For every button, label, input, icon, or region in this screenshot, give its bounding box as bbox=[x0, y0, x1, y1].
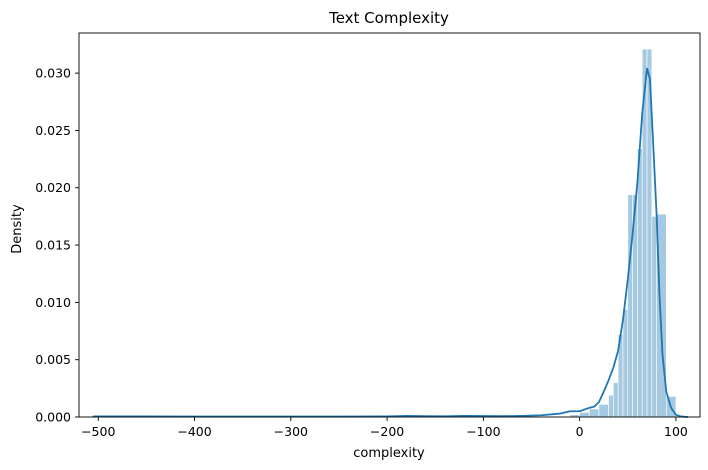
x-tick-label: −400 bbox=[177, 424, 211, 439]
histogram-bar bbox=[651, 216, 657, 418]
x-axis-label: complexity bbox=[353, 446, 425, 461]
x-tick-label: −200 bbox=[370, 424, 404, 439]
y-tick-label: 0.020 bbox=[35, 180, 71, 195]
histogram-bar bbox=[637, 148, 643, 418]
x-tick-label: 0 bbox=[576, 424, 584, 439]
x-tick-label: −300 bbox=[274, 424, 308, 439]
y-axis-ticks: 0.000 0.005 0.010 0.015 0.020 0.025 0.030 bbox=[35, 66, 79, 425]
y-tick-label: 0.000 bbox=[35, 410, 71, 425]
histogram-bar bbox=[613, 382, 619, 418]
y-tick-label: 0.005 bbox=[35, 352, 71, 367]
histogram-bar bbox=[608, 394, 614, 418]
plot-frame bbox=[78, 32, 701, 418]
y-tick-label: 0.010 bbox=[35, 295, 71, 310]
chart-title: Text Complexity bbox=[328, 9, 449, 27]
y-tick-label: 0.030 bbox=[35, 66, 71, 81]
density-curve bbox=[92, 67, 689, 418]
y-tick-label: 0.015 bbox=[35, 238, 71, 253]
x-tick-label: −500 bbox=[81, 424, 115, 439]
kde-line bbox=[92, 67, 689, 418]
x-tick-label: −100 bbox=[466, 424, 500, 439]
histogram-bar bbox=[627, 194, 633, 418]
x-tick-label: 100 bbox=[664, 424, 688, 439]
axes bbox=[78, 32, 701, 418]
histogram-bar bbox=[588, 408, 600, 418]
y-tick-label: 0.025 bbox=[35, 123, 71, 138]
histogram-bar bbox=[579, 412, 590, 418]
x-axis-ticks: −500 −400 −300 −200 −100 0 100 bbox=[81, 417, 688, 439]
histogram-bar bbox=[598, 404, 609, 418]
histogram-bars bbox=[569, 48, 677, 418]
histogram-bar bbox=[622, 308, 629, 418]
y-axis-label: Density bbox=[10, 204, 25, 254]
